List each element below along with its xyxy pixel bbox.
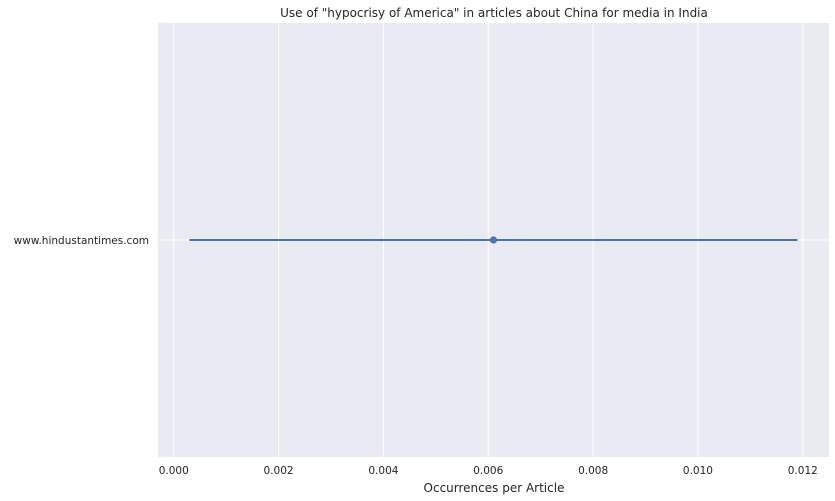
x-tick-label: 0.000: [159, 465, 189, 477]
y-axis-categories: www.hindustantimes.com: [14, 235, 149, 247]
x-tick-label: 0.002: [264, 465, 294, 477]
x-tick-label: 0.010: [683, 465, 713, 477]
category-label: www.hindustantimes.com: [14, 235, 149, 247]
x-axis-ticks: 0.000 0.002 0.004 0.006 0.008 0.010 0.012: [159, 465, 818, 477]
x-tick-label: 0.006: [473, 465, 503, 477]
data-marks: [189, 236, 798, 244]
chart-title: Use of "hypocrisy of America" in article…: [280, 6, 708, 20]
x-axis-label: Occurrences per Article: [424, 481, 565, 495]
x-tick-label: 0.004: [368, 465, 398, 477]
x-tick-label: 0.012: [788, 465, 818, 477]
x-tick-label: 0.008: [578, 465, 608, 477]
data-point: [489, 236, 498, 244]
